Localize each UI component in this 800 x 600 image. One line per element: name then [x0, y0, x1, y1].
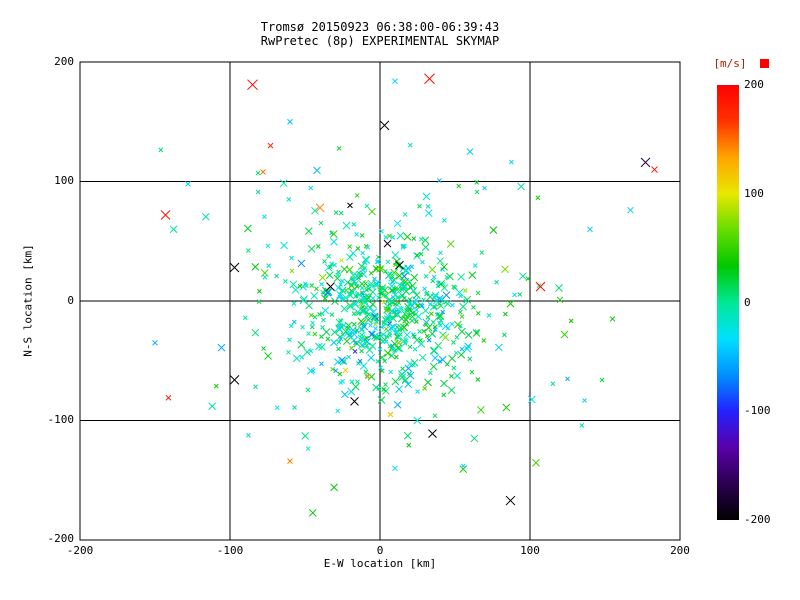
y-tick-label: -100 [47, 413, 75, 426]
colorbar-tick-label: -100 [744, 404, 771, 417]
y-tick-label: -200 [47, 532, 75, 545]
colorbar-tick-label: 200 [744, 78, 764, 91]
y-tick-label: 100 [54, 174, 74, 187]
x-tick-label: 100 [520, 544, 540, 557]
y-tick-label: 200 [54, 55, 74, 68]
colorbar-tick-label: 0 [744, 296, 751, 309]
y-axis-label: N-S location [km] [21, 244, 35, 357]
x-axis-label: E-W location [km] [323, 557, 437, 570]
chart-title: Tromsø 20150923 06:38:00-06:39:43 [260, 20, 500, 34]
colorbar-tick-label: 100 [744, 187, 764, 200]
x-tick-label: 200 [670, 544, 690, 557]
colorbar-label: [m/s] [713, 57, 747, 70]
x-tick-label: -200 [66, 544, 94, 557]
colorbar [717, 85, 739, 520]
colorbar-overflow-swatch [760, 59, 769, 68]
y-tick-label: 0 [67, 294, 74, 307]
x-tick-label: 0 [376, 544, 384, 557]
x-tick-label: -100 [216, 544, 244, 557]
chart-subtitle: RwPretec (8p) EXPERIMENTAL SKYMAP [260, 34, 500, 48]
colorbar-tick-label: -200 [744, 513, 771, 526]
